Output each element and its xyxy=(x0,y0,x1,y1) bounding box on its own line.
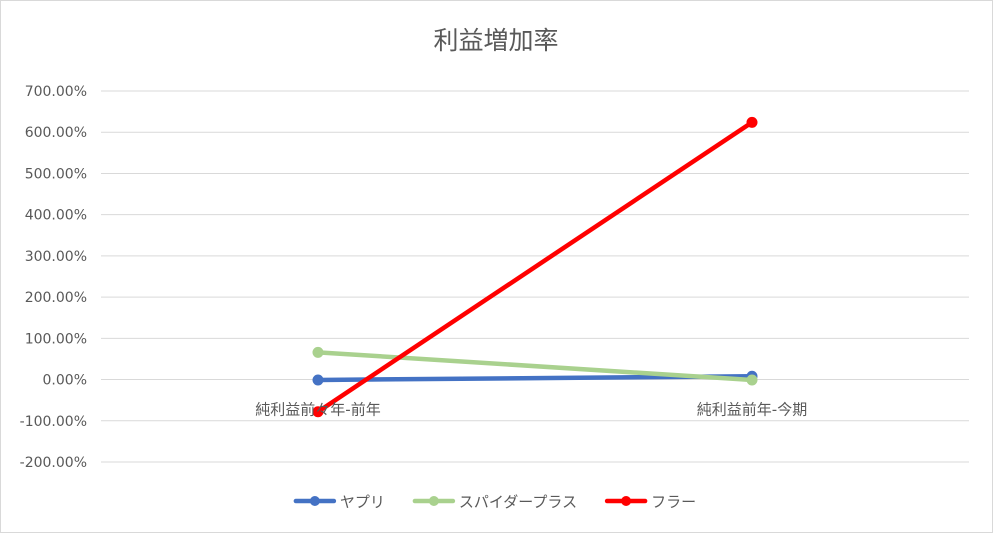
series-2 xyxy=(312,346,758,386)
series-line xyxy=(315,350,755,383)
legend-item: フラー xyxy=(604,493,696,511)
y-tick-label: 0.00% xyxy=(43,373,87,389)
legend-label: ヤプリ xyxy=(340,493,385,511)
y-axis-tick-labels: 700.00% 600.00% 500.00% 400.00% 300.00% 200.0… xyxy=(20,84,87,471)
legend-item: スパイダープラス xyxy=(412,493,577,511)
y-tick-label: -200.00% xyxy=(20,455,87,471)
chart-title: 利益増加率 xyxy=(433,26,558,55)
data-point xyxy=(312,406,324,418)
legend-item: ヤプリ xyxy=(293,493,385,511)
y-tick-label: 100.00% xyxy=(25,331,87,347)
legend-swatch-marker xyxy=(621,496,632,506)
x-category-label: 純利益前年-今期 xyxy=(697,401,807,419)
x-axis-category-labels: 純利益前々年-前年 純利益前年-今期 xyxy=(255,401,807,419)
legend-label: フラー xyxy=(651,493,696,511)
legend-label: スパイダープラス xyxy=(459,493,577,511)
y-tick-label: 600.00% xyxy=(25,125,87,141)
data-point xyxy=(312,346,324,358)
legend-swatch-marker xyxy=(309,496,320,506)
y-tick-label: 200.00% xyxy=(25,290,87,306)
y-tick-label: 400.00% xyxy=(25,208,87,224)
data-point xyxy=(746,374,758,386)
series-layer xyxy=(312,116,758,418)
series-3 xyxy=(312,116,758,418)
series-line xyxy=(315,120,755,414)
y-tick-label: 500.00% xyxy=(25,166,87,182)
y-tick-label: 300.00% xyxy=(25,249,87,265)
legend: ヤプリ スパイダープラス フラー xyxy=(293,493,696,511)
y-tick-label: -100.00% xyxy=(20,414,87,430)
gridlines xyxy=(101,90,969,463)
x-category-label: 純利益前々年-前年 xyxy=(255,401,380,419)
y-tick-label: 700.00% xyxy=(25,84,87,100)
data-point xyxy=(312,374,324,386)
legend-swatch-marker xyxy=(428,496,439,506)
data-point xyxy=(746,116,758,128)
